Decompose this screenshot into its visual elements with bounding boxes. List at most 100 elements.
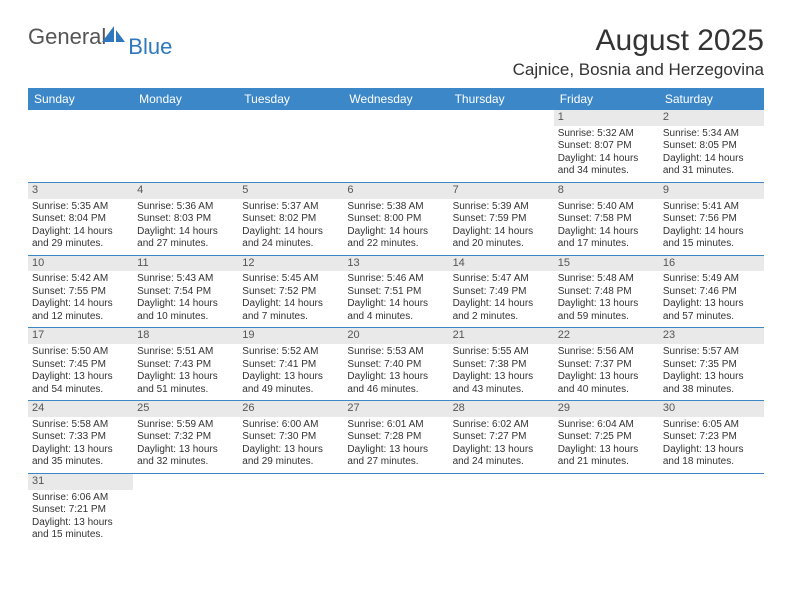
day-sunset: Sunset: 7:48 PM	[558, 286, 655, 299]
day-daylight: Daylight: 13 hours and 57 minutes.	[663, 298, 760, 323]
calendar-day-cell: 14Sunrise: 5:47 AMSunset: 7:49 PMDayligh…	[449, 255, 554, 328]
calendar-page: General Blue August 2025 Cajnice, Bosnia…	[0, 0, 792, 570]
logo-sail-icon	[101, 24, 129, 44]
calendar-day-cell: 13Sunrise: 5:46 AMSunset: 7:51 PMDayligh…	[343, 255, 448, 328]
day-daylight: Daylight: 13 hours and 59 minutes.	[558, 298, 655, 323]
calendar-day-cell: 2Sunrise: 5:34 AMSunset: 8:05 PMDaylight…	[659, 110, 764, 182]
day-body: Sunrise: 6:01 AMSunset: 7:28 PMDaylight:…	[343, 417, 448, 473]
day-sunrise: Sunrise: 5:57 AM	[663, 346, 760, 359]
day-sunset: Sunset: 7:27 PM	[453, 431, 550, 444]
day-sunrise: Sunrise: 5:51 AM	[137, 346, 234, 359]
day-number: 29	[554, 401, 659, 417]
day-sunset: Sunset: 7:56 PM	[663, 213, 760, 226]
calendar-empty-cell	[238, 473, 343, 545]
day-daylight: Daylight: 13 hours and 32 minutes.	[137, 444, 234, 469]
weekday-header: Wednesday	[343, 88, 448, 110]
calendar-week-row: 31Sunrise: 6:06 AMSunset: 7:21 PMDayligh…	[28, 473, 764, 545]
calendar-empty-cell	[659, 473, 764, 545]
calendar-day-cell: 19Sunrise: 5:52 AMSunset: 7:41 PMDayligh…	[238, 328, 343, 401]
day-sunrise: Sunrise: 5:47 AM	[453, 273, 550, 286]
day-daylight: Daylight: 13 hours and 43 minutes.	[453, 371, 550, 396]
calendar-day-cell: 31Sunrise: 6:06 AMSunset: 7:21 PMDayligh…	[28, 473, 133, 545]
day-daylight: Daylight: 13 hours and 46 minutes.	[347, 371, 444, 396]
day-number: 24	[28, 401, 133, 417]
day-sunrise: Sunrise: 5:53 AM	[347, 346, 444, 359]
day-body: Sunrise: 6:05 AMSunset: 7:23 PMDaylight:…	[659, 417, 764, 473]
day-number: 2	[659, 110, 764, 126]
day-sunrise: Sunrise: 5:50 AM	[32, 346, 129, 359]
day-daylight: Daylight: 13 hours and 40 minutes.	[558, 371, 655, 396]
day-number: 11	[133, 256, 238, 272]
day-sunrise: Sunrise: 5:56 AM	[558, 346, 655, 359]
calendar-empty-cell	[343, 473, 448, 545]
day-sunrise: Sunrise: 5:43 AM	[137, 273, 234, 286]
day-sunset: Sunset: 7:52 PM	[242, 286, 339, 299]
calendar-empty-cell	[133, 110, 238, 182]
day-sunrise: Sunrise: 5:40 AM	[558, 201, 655, 214]
day-sunset: Sunset: 7:49 PM	[453, 286, 550, 299]
title-block: August 2025 Cajnice, Bosnia and Herzegov…	[513, 24, 764, 80]
day-number: 12	[238, 256, 343, 272]
day-sunset: Sunset: 8:07 PM	[558, 140, 655, 153]
day-daylight: Daylight: 13 hours and 49 minutes.	[242, 371, 339, 396]
day-daylight: Daylight: 14 hours and 12 minutes.	[32, 298, 129, 323]
page-title: August 2025	[513, 24, 764, 58]
day-sunset: Sunset: 7:43 PM	[137, 359, 234, 372]
day-number: 10	[28, 256, 133, 272]
day-number: 20	[343, 328, 448, 344]
day-daylight: Daylight: 14 hours and 10 minutes.	[137, 298, 234, 323]
day-daylight: Daylight: 13 hours and 24 minutes.	[453, 444, 550, 469]
day-sunrise: Sunrise: 6:02 AM	[453, 419, 550, 432]
day-body: Sunrise: 5:51 AMSunset: 7:43 PMDaylight:…	[133, 344, 238, 400]
calendar-week-row: 1 Sunrise: 5:32 AMSunset: 8:07 PMDaylight…	[28, 110, 764, 182]
day-number: 3	[28, 183, 133, 199]
day-daylight: Daylight: 13 hours and 27 minutes.	[347, 444, 444, 469]
day-body: Sunrise: 5:56 AMSunset: 7:37 PMDaylight:…	[554, 344, 659, 400]
calendar-table: Sunday Monday Tuesday Wednesday Thursday…	[28, 88, 764, 546]
page-header: General Blue August 2025 Cajnice, Bosnia…	[28, 24, 764, 80]
day-sunrise: Sunrise: 5:49 AM	[663, 273, 760, 286]
day-daylight: Daylight: 13 hours and 15 minutes.	[32, 517, 129, 542]
calendar-day-cell: 25Sunrise: 5:59 AMSunset: 7:32 PMDayligh…	[133, 401, 238, 474]
day-body: Sunrise: 5:47 AMSunset: 7:49 PMDaylight:…	[449, 271, 554, 327]
day-sunset: Sunset: 7:23 PM	[663, 431, 760, 444]
day-sunset: Sunset: 7:32 PM	[137, 431, 234, 444]
weekday-header: Tuesday	[238, 88, 343, 110]
day-sunset: Sunset: 8:05 PM	[663, 140, 760, 153]
calendar-day-cell: 21Sunrise: 5:55 AMSunset: 7:38 PMDayligh…	[449, 328, 554, 401]
day-body: Sunrise: 5:41 AMSunset: 7:56 PMDaylight:…	[659, 199, 764, 255]
day-sunset: Sunset: 7:41 PM	[242, 359, 339, 372]
calendar-empty-cell	[449, 110, 554, 182]
day-body: Sunrise: 5:57 AMSunset: 7:35 PMDaylight:…	[659, 344, 764, 400]
day-daylight: Daylight: 13 hours and 18 minutes.	[663, 444, 760, 469]
calendar-day-cell: 29Sunrise: 6:04 AMSunset: 7:25 PMDayligh…	[554, 401, 659, 474]
day-number: 9	[659, 183, 764, 199]
day-sunset: Sunset: 7:51 PM	[347, 286, 444, 299]
day-body: Sunrise: 5:59 AMSunset: 7:32 PMDaylight:…	[133, 417, 238, 473]
day-number: 13	[343, 256, 448, 272]
calendar-day-cell: 27Sunrise: 6:01 AMSunset: 7:28 PMDayligh…	[343, 401, 448, 474]
day-sunset: Sunset: 8:03 PM	[137, 213, 234, 226]
day-sunrise: Sunrise: 5:41 AM	[663, 201, 760, 214]
day-sunset: Sunset: 7:28 PM	[347, 431, 444, 444]
day-body: Sunrise: 5:48 AMSunset: 7:48 PMDaylight:…	[554, 271, 659, 327]
day-daylight: Daylight: 14 hours and 7 minutes.	[242, 298, 339, 323]
day-sunrise: Sunrise: 5:45 AM	[242, 273, 339, 286]
day-number: 1	[554, 110, 659, 126]
calendar-day-cell: 12Sunrise: 5:45 AMSunset: 7:52 PMDayligh…	[238, 255, 343, 328]
day-number: 21	[449, 328, 554, 344]
day-sunrise: Sunrise: 5:32 AM	[558, 128, 655, 141]
day-daylight: Daylight: 14 hours and 34 minutes.	[558, 153, 655, 178]
day-sunset: Sunset: 8:04 PM	[32, 213, 129, 226]
day-number: 23	[659, 328, 764, 344]
day-number: 18	[133, 328, 238, 344]
day-body: Sunrise: 6:06 AMSunset: 7:21 PMDaylight:…	[28, 490, 133, 546]
calendar-day-cell: 8Sunrise: 5:40 AMSunset: 7:58 PMDaylight…	[554, 182, 659, 255]
day-daylight: Daylight: 14 hours and 2 minutes.	[453, 298, 550, 323]
calendar-week-row: 24Sunrise: 5:58 AMSunset: 7:33 PMDayligh…	[28, 401, 764, 474]
day-daylight: Daylight: 14 hours and 27 minutes.	[137, 226, 234, 251]
day-sunrise: Sunrise: 5:35 AM	[32, 201, 129, 214]
day-sunset: Sunset: 7:40 PM	[347, 359, 444, 372]
day-daylight: Daylight: 14 hours and 15 minutes.	[663, 226, 760, 251]
calendar-day-cell: 6Sunrise: 5:38 AMSunset: 8:00 PMDaylight…	[343, 182, 448, 255]
